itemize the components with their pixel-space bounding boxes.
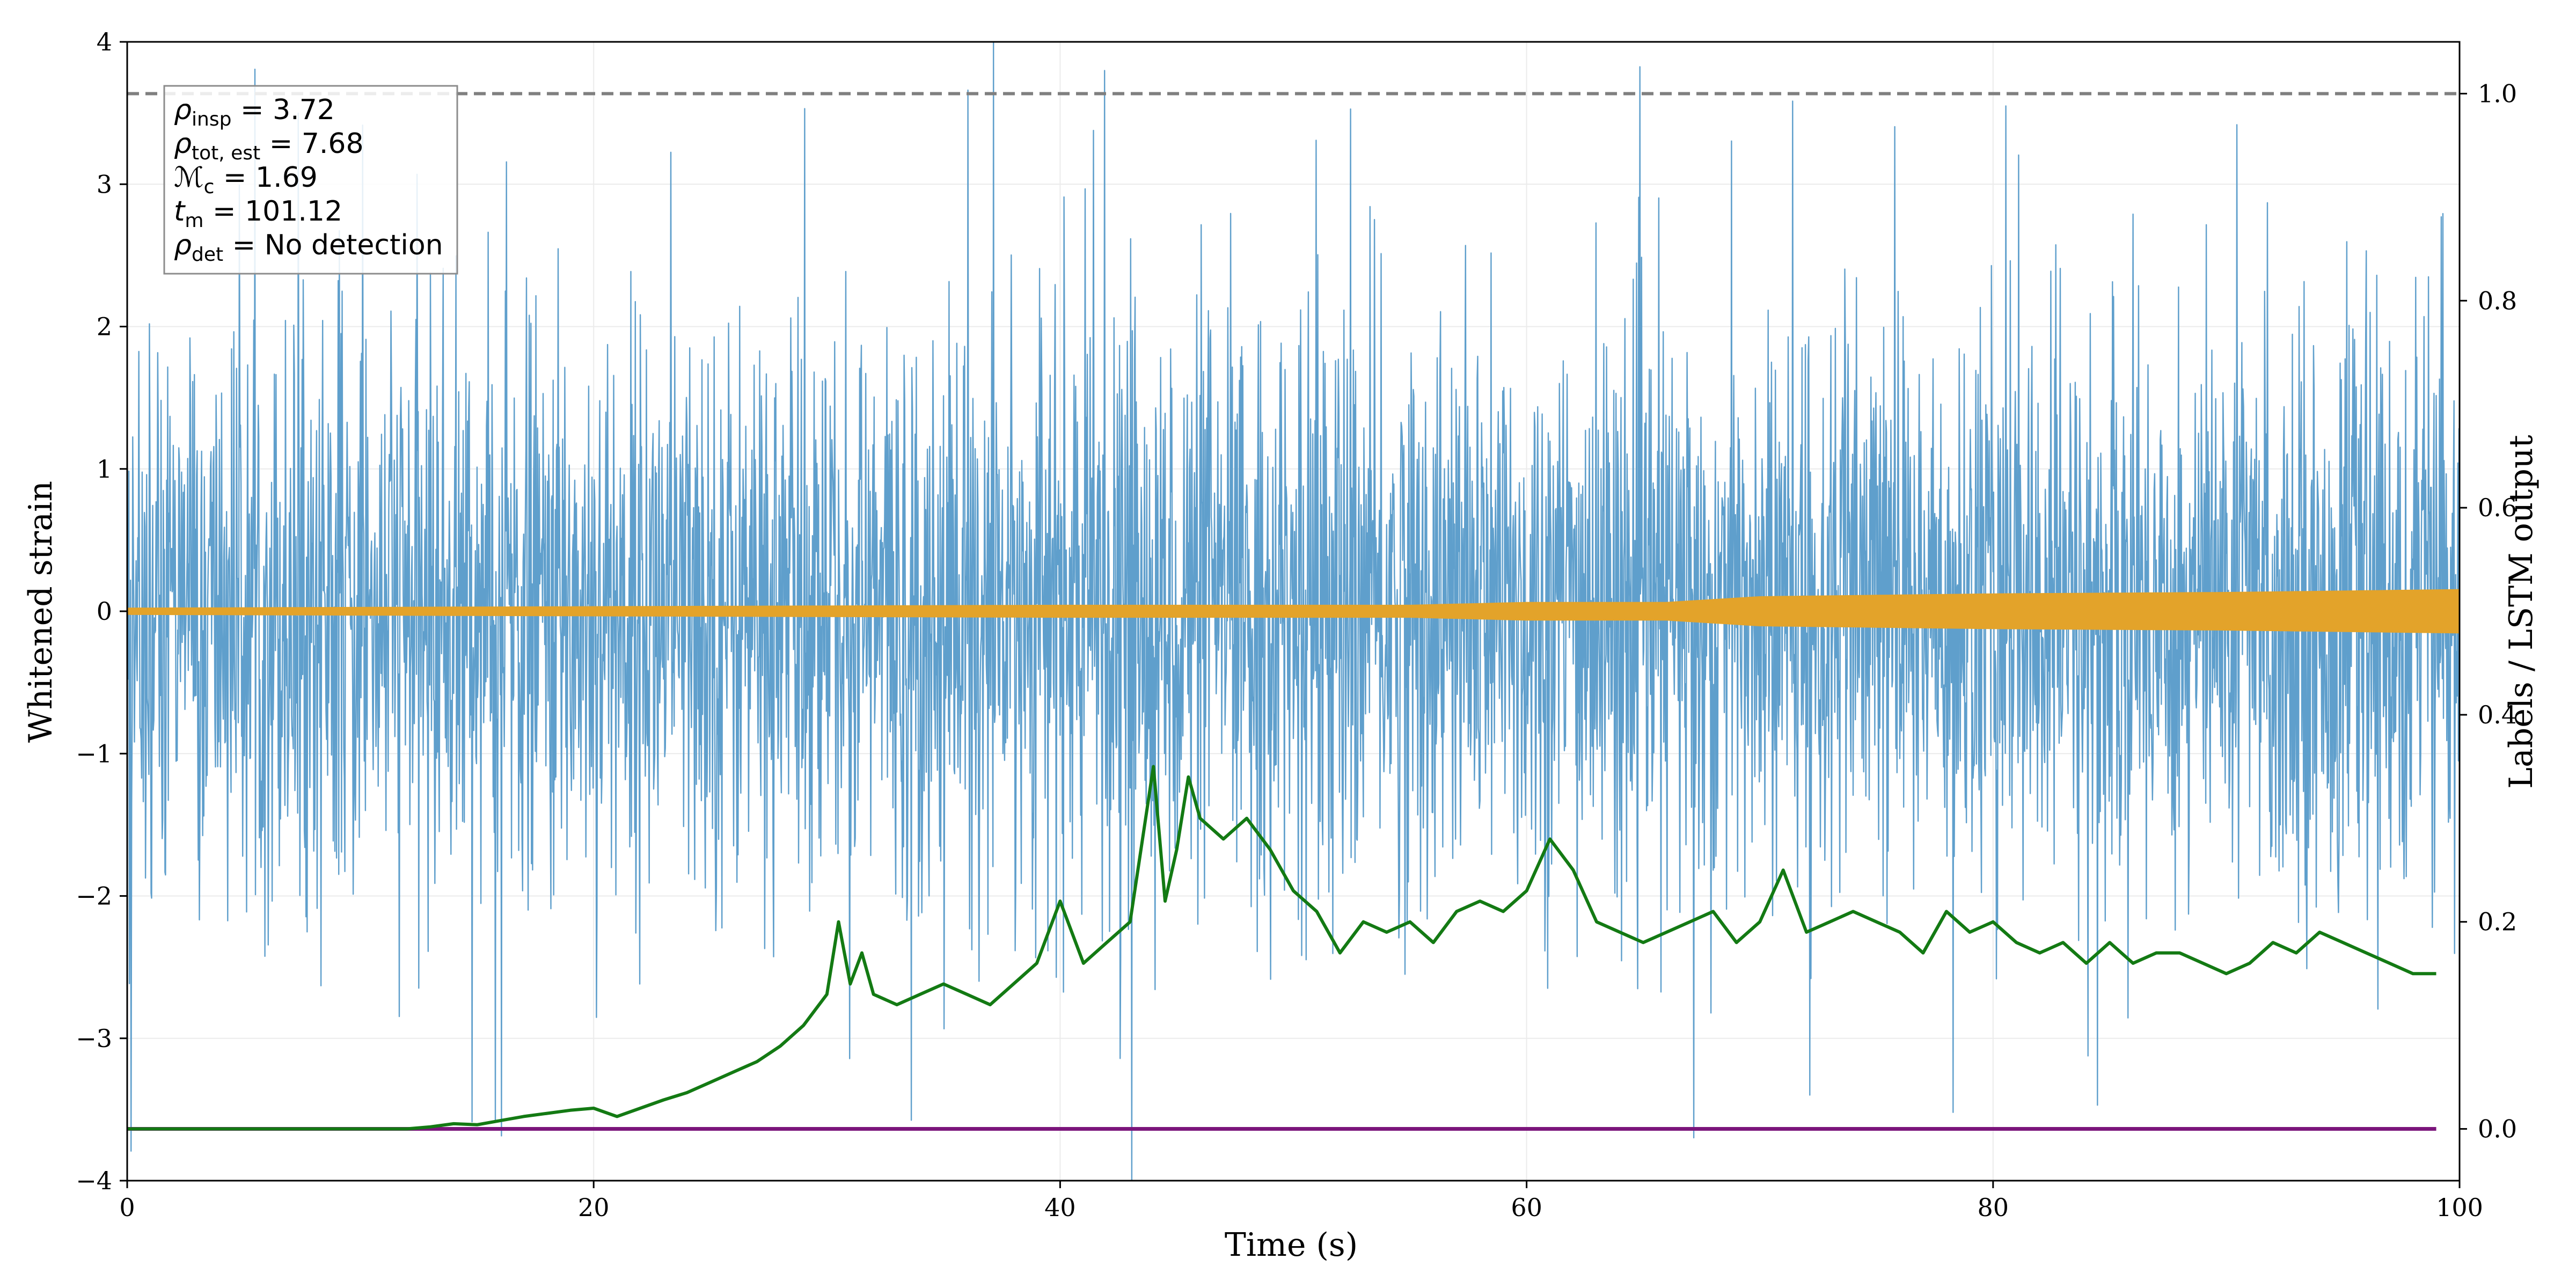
lstm-series: [127, 765, 2436, 1131]
x-tick-label: 40: [1044, 1193, 1076, 1222]
y-axis-label: Whitened strain: [22, 481, 60, 743]
y2-tick-label: 0.6: [2478, 493, 2517, 522]
x-tick-label: 20: [578, 1193, 610, 1222]
x-tick-label: 0: [119, 1193, 135, 1222]
y-tick-label: −3: [76, 1024, 112, 1053]
y2-tick-label: 0.4: [2478, 700, 2517, 729]
y-tick-label: 4: [97, 27, 112, 56]
y-tick-label: −2: [76, 882, 112, 911]
y-tick-label: 3: [97, 170, 112, 199]
x-tick-label: 100: [2436, 1193, 2483, 1222]
y2-tick-label: 0.0: [2478, 1115, 2517, 1144]
y-tick-label: 1: [97, 455, 112, 484]
tick-labels: 0 20 40 60 80 100 −4 −3 −2 −1 0 1 2 3 4 0.0 0.2 0.4 0.6 0.8…: [76, 27, 2517, 1222]
y-tick-label: −4: [76, 1166, 112, 1195]
y-tick-label: 0: [97, 597, 112, 626]
y-tick-label: 2: [97, 312, 112, 341]
annotation-line: ρtot, est = 7.68: [174, 128, 364, 164]
annotation-line: ρinsp = 3.72: [174, 94, 335, 130]
lstm-output-line: [127, 765, 2436, 1131]
annotation-line: tm = 101.12: [174, 195, 342, 232]
annotation-frame: [163, 85, 458, 275]
strain-series: [126, 41, 2461, 1182]
x-axis-label: Time (s): [1225, 1226, 1358, 1264]
y2-tick-label: 1.0: [2478, 79, 2517, 108]
y2-tick-label: 0.8: [2478, 286, 2517, 315]
y-tick-label: −1: [76, 739, 112, 768]
x-tick-label: 80: [1978, 1193, 2009, 1222]
x-tick-label: 60: [1511, 1193, 1542, 1222]
annotation-line: ρdet = No detection: [174, 229, 443, 266]
y2-axis-label: Labels / LSTM output: [2502, 435, 2540, 788]
annotation-line: ℳc = 1.69: [174, 162, 318, 198]
y2-tick-label: 0.2: [2478, 908, 2517, 936]
axes: [120, 41, 2467, 1188]
strain-trace: [126, 41, 2461, 1182]
